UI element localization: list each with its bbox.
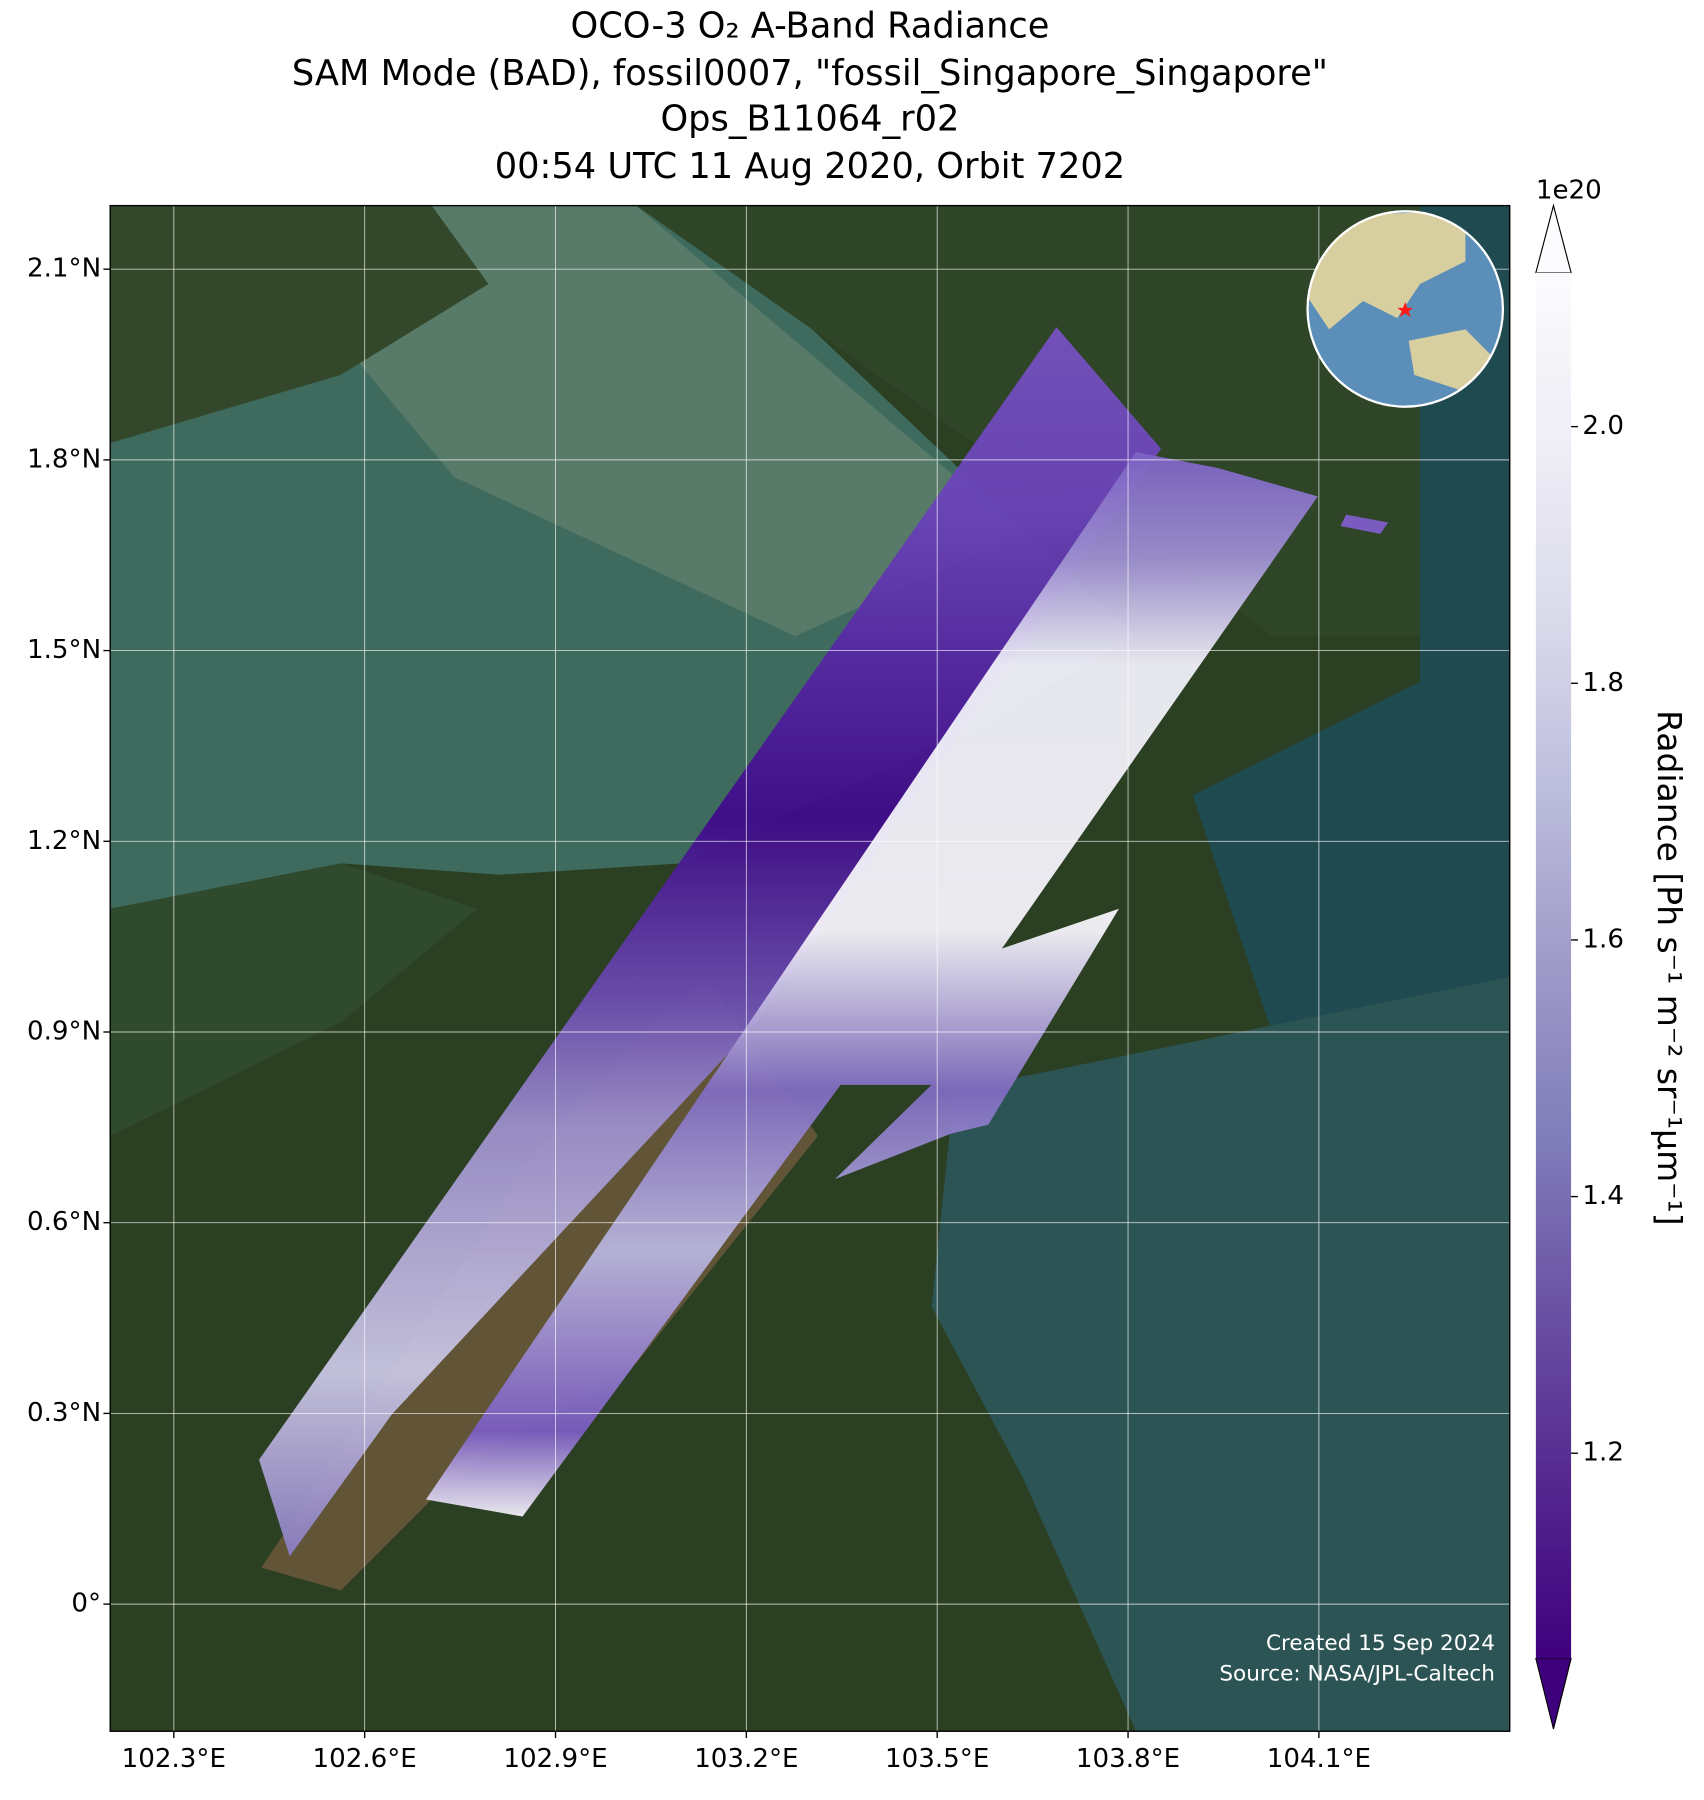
colorbar-extend <box>1535 203 1572 274</box>
title-line: OCO-3 O₂ A-Band Radiance <box>571 5 1050 46</box>
colorbar-offset: 1e20 <box>1536 175 1602 205</box>
swath <box>426 452 1318 1517</box>
credit: Created 15 Sep 2024 <box>1266 1631 1495 1656</box>
x-tick-label: 104.1°E <box>1267 1744 1371 1774</box>
colorbar-label: Radiance [Ph s⁻¹ m⁻² sr⁻¹μm⁻¹] <box>1650 710 1689 1226</box>
x-tick-label: 103.8°E <box>1076 1744 1180 1774</box>
colorbar-tick-label: 1.8 <box>1582 668 1624 698</box>
y-tick-label: 0.9°N <box>27 1016 101 1046</box>
x-tick-label: 102.9°E <box>503 1744 607 1774</box>
x-tick-label: 103.5°E <box>885 1744 989 1774</box>
colorbar-tick-label: 1.6 <box>1582 924 1624 954</box>
x-tick-label: 103.2°E <box>694 1744 798 1774</box>
y-tick-label: 1.5°N <box>27 635 101 665</box>
colorbar-tick-label: 2.0 <box>1582 411 1624 441</box>
plot-frame <box>109 204 1511 1732</box>
colorbar-scale <box>1535 272 1572 1659</box>
y-tick-label: 1.8°N <box>27 444 101 474</box>
title-line: 00:54 UTC 11 Aug 2020, Orbit 7202 <box>495 146 1125 187</box>
colorbar: 1e20 Radiance [Ph s⁻¹ m⁻² sr⁻¹μm⁻¹] 1.2 1… <box>1535 175 1689 1730</box>
x-tick-label: 102.3°E <box>122 1744 226 1774</box>
y-tick-label: 1.2°N <box>27 826 101 856</box>
grid <box>110 205 1510 1732</box>
y-tick-label: 0.6°N <box>27 1207 101 1237</box>
credit: Source: NASA/JPL-Caltech <box>1219 1661 1495 1686</box>
inset-globe <box>1306 210 1505 408</box>
colorbar-tick-label: 1.4 <box>1582 1181 1624 1211</box>
colorbar-tick-label: 1.2 <box>1582 1438 1624 1468</box>
y-tick-label: 0° <box>71 1589 101 1619</box>
title-line: Ops_B11064_r02 <box>660 98 959 139</box>
swath <box>259 327 1161 1557</box>
y-tick-label: 0.3°N <box>27 1398 101 1428</box>
y-tick-label: 2.1°N <box>27 254 101 284</box>
colorbar-extend <box>1535 1657 1572 1730</box>
title-line: SAM Mode (BAD), fossil0007, "fossil_Sing… <box>292 53 1328 94</box>
x-tick-label: 102.6°E <box>313 1744 417 1774</box>
swath <box>1340 514 1389 534</box>
